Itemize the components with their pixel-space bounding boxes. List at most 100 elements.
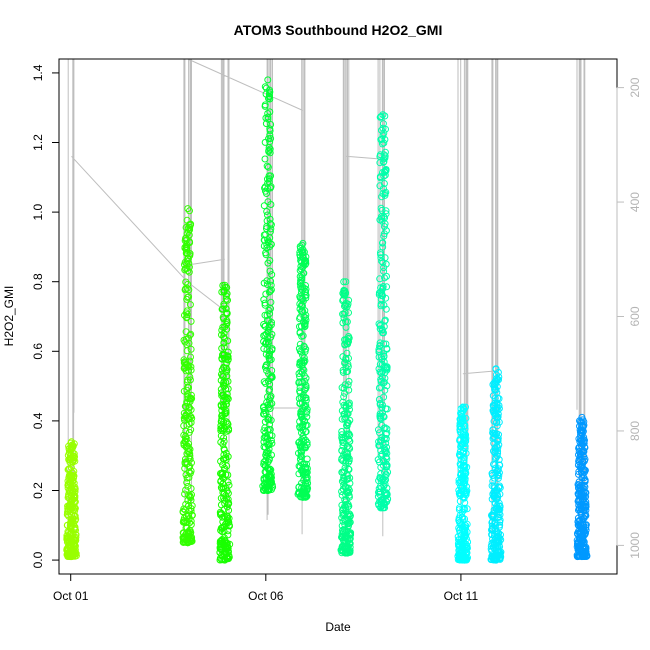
data-point xyxy=(494,491,501,499)
series-column xyxy=(337,278,355,557)
data-point xyxy=(338,431,346,439)
data-point xyxy=(380,232,388,240)
data-point xyxy=(493,401,501,409)
y-tick-label: 0.2 xyxy=(31,482,45,499)
data-point xyxy=(264,211,271,219)
data-point xyxy=(491,385,499,393)
data-point xyxy=(493,502,501,510)
data-point xyxy=(183,313,191,321)
data-point xyxy=(298,332,306,340)
x-axis: Oct 01 Oct 06 Oct 11 xyxy=(53,573,478,603)
data-point xyxy=(225,555,233,563)
data-point xyxy=(341,536,349,544)
data-point xyxy=(579,531,587,539)
data-point xyxy=(184,255,192,263)
data-point xyxy=(265,324,273,332)
data-point xyxy=(261,331,269,339)
data-point xyxy=(221,556,229,564)
data-point xyxy=(579,485,587,492)
data-point xyxy=(183,311,191,319)
data-point xyxy=(576,492,584,500)
data-point xyxy=(383,489,390,497)
pressure-trace xyxy=(67,58,586,545)
data-point xyxy=(217,402,225,410)
data-point xyxy=(578,553,586,561)
data-point xyxy=(265,425,273,433)
data-point xyxy=(575,457,583,465)
data-point xyxy=(265,306,273,314)
data-point xyxy=(267,240,275,248)
data-point xyxy=(380,151,388,159)
data-point xyxy=(220,302,228,310)
data-point xyxy=(186,526,193,534)
data-point xyxy=(266,310,274,318)
data-point xyxy=(71,483,79,491)
data-point xyxy=(184,482,192,490)
data-point xyxy=(492,542,500,550)
data-point xyxy=(579,422,586,430)
data-point xyxy=(262,187,269,195)
series-column xyxy=(487,365,505,564)
data-point xyxy=(346,540,354,548)
data-point xyxy=(377,447,385,455)
secondary-y-axis: 200 400 600 800 1000 xyxy=(616,77,642,559)
data-point xyxy=(381,447,389,455)
data-point xyxy=(344,488,352,496)
data-point xyxy=(581,483,589,491)
data-point xyxy=(380,185,387,192)
data-point xyxy=(217,418,225,425)
data-point xyxy=(343,515,351,523)
data-point xyxy=(459,431,467,439)
data-point xyxy=(345,399,353,407)
data-point xyxy=(460,552,468,560)
data-point xyxy=(380,457,388,465)
data-point xyxy=(260,378,268,386)
data-point xyxy=(68,438,75,446)
data-point xyxy=(344,475,352,483)
pressure-line xyxy=(67,58,586,545)
data-point xyxy=(380,340,388,348)
data-point xyxy=(299,415,307,423)
data-point xyxy=(64,480,72,488)
data-point xyxy=(296,389,304,397)
data-point xyxy=(345,377,353,385)
data-point xyxy=(180,414,188,422)
data-point xyxy=(182,360,190,368)
data-point xyxy=(376,321,384,329)
data-point xyxy=(218,536,226,543)
data-point xyxy=(379,239,387,247)
data-point xyxy=(580,514,588,522)
data-point xyxy=(186,373,194,381)
data-point xyxy=(577,456,585,464)
data-point xyxy=(261,468,269,476)
data-point xyxy=(341,287,349,295)
data-point xyxy=(222,409,230,417)
data-point xyxy=(300,318,307,326)
data-point xyxy=(263,223,271,230)
data-point xyxy=(341,301,349,309)
y-tick-label: 0.0 xyxy=(31,551,45,568)
data-point xyxy=(260,410,268,418)
data-point xyxy=(301,257,309,265)
data-point xyxy=(303,482,311,490)
data-point xyxy=(296,251,304,259)
data-point xyxy=(223,390,231,398)
data-point xyxy=(379,504,387,512)
data-point xyxy=(187,353,194,361)
data-point xyxy=(180,533,188,541)
y-tick-label: 0.4 xyxy=(31,412,45,429)
data-point xyxy=(379,111,387,119)
data-point xyxy=(299,239,307,247)
data-point xyxy=(376,474,384,481)
data-point xyxy=(186,492,194,500)
data-point xyxy=(261,138,269,146)
data-point xyxy=(71,488,79,496)
y-axis-label: H2O2_GMI xyxy=(2,286,16,347)
data-point xyxy=(267,135,275,142)
data-point xyxy=(581,476,589,484)
data-point xyxy=(491,461,499,469)
data-point xyxy=(381,112,389,120)
data-point xyxy=(185,538,193,546)
data-point xyxy=(299,467,307,475)
data-point xyxy=(265,316,273,324)
